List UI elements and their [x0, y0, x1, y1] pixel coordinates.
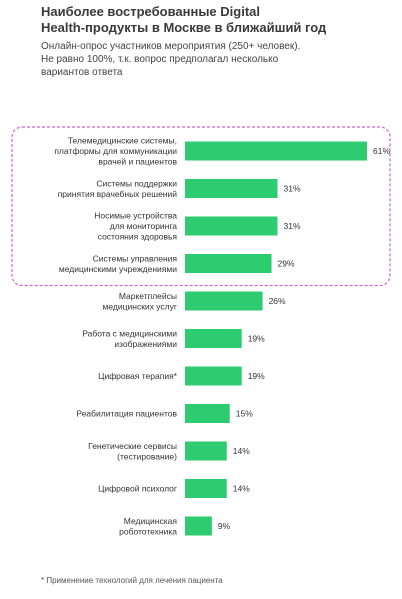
value-label: 9%: [218, 521, 231, 531]
value-label: 14%: [233, 446, 250, 456]
bar: [185, 516, 212, 536]
bar: [185, 141, 367, 161]
value-label: 31%: [283, 184, 300, 194]
category-label: Генетические сервисы (тестирование): [88, 441, 177, 462]
bar: [185, 441, 227, 461]
bar: [185, 404, 230, 423]
value-label: 31%: [283, 221, 300, 231]
value-label: 26%: [269, 296, 286, 306]
category-label: Маркетплейсы медицинских услуг: [103, 291, 177, 312]
category-label: Реабилитация пациентов: [76, 409, 177, 419]
bar: [185, 179, 278, 198]
bar: [185, 479, 227, 498]
highlight-box: [11, 126, 391, 287]
bar: [185, 329, 242, 348]
value-label: 19%: [248, 334, 265, 344]
value-label: 15%: [236, 409, 253, 419]
category-label: Носимые устройства для мониторинга состоян…: [94, 211, 177, 242]
bar: [185, 291, 263, 311]
bar: [185, 366, 242, 386]
chart-subtitle: Онлайн-опрос участников мероприятия (250…: [41, 41, 301, 78]
category-label: Телемедицинские системы, платформы для ко…: [54, 136, 177, 167]
category-label: Медицинская робототехника: [119, 516, 177, 537]
bar-chart: Телемедицинские системы, платформы для ко…: [11, 126, 391, 537]
value-label: 14%: [233, 484, 250, 494]
value-label: 29%: [278, 259, 295, 269]
category-label: Работа с медицинскими изображениями: [82, 328, 177, 349]
category-label: Системы управления медицинскими учреждени…: [59, 253, 178, 274]
category-label: Цифровая терапия*: [98, 371, 178, 381]
footnote: * Применение технологий для лечения паци…: [41, 576, 223, 585]
chart-title: Наиболее востребованные Digital Health-п…: [41, 4, 327, 35]
bar: [185, 216, 278, 236]
value-label: 19%: [248, 371, 265, 381]
category-label: Цифровой психолог: [98, 484, 177, 494]
value-label: 61%: [373, 146, 390, 156]
category-label: Системы поддержки принятия врачебных реше…: [58, 178, 178, 199]
bar: [185, 254, 272, 273]
